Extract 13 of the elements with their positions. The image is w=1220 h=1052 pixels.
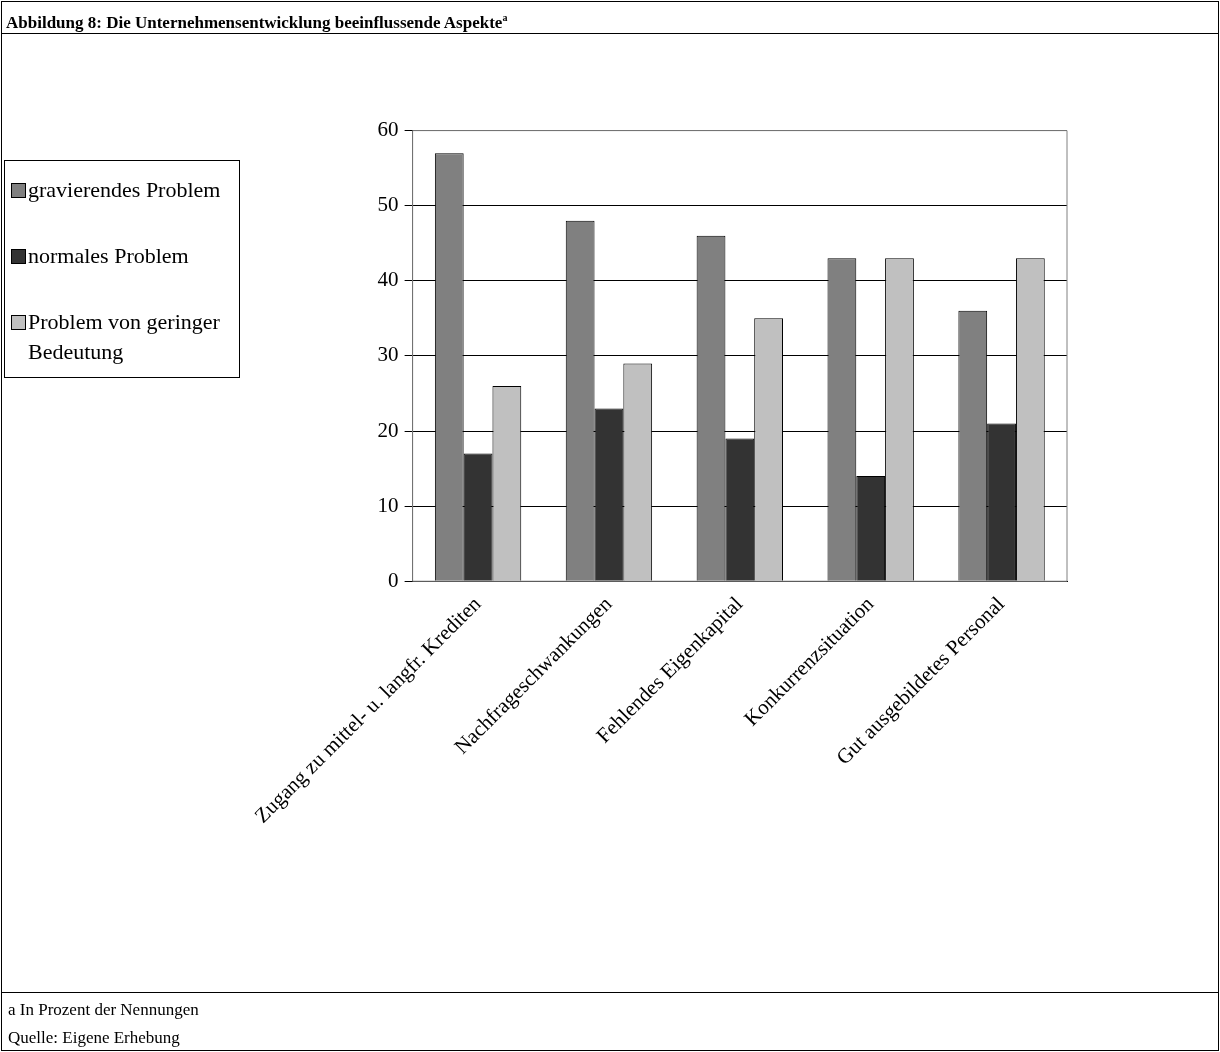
legend-label: Problem von geringer Bedeutung (28, 308, 221, 366)
source-note: Quelle: Eigene Erhebung (7, 1027, 181, 1049)
y-tick-label: 20 (377, 417, 399, 442)
y-tick-label: 50 (377, 192, 399, 217)
y-tick-label: 0 (388, 567, 399, 592)
text: Abbildung 8: Die Unternehmensentwicklung beeinflussende Aspekte$^{a}$ (2, 2, 1218, 34)
legend-label: gravierendes Problem (28, 176, 221, 204)
y-tick-label: 60 (377, 117, 399, 142)
y-tick-label: 10 (377, 492, 399, 517)
y-tick-label: 40 (377, 267, 399, 292)
text: a In Prozent der Nennungen (7, 999, 200, 1021)
y-tick-label: 30 (377, 342, 399, 367)
legend-label: normales Problem (28, 242, 189, 270)
